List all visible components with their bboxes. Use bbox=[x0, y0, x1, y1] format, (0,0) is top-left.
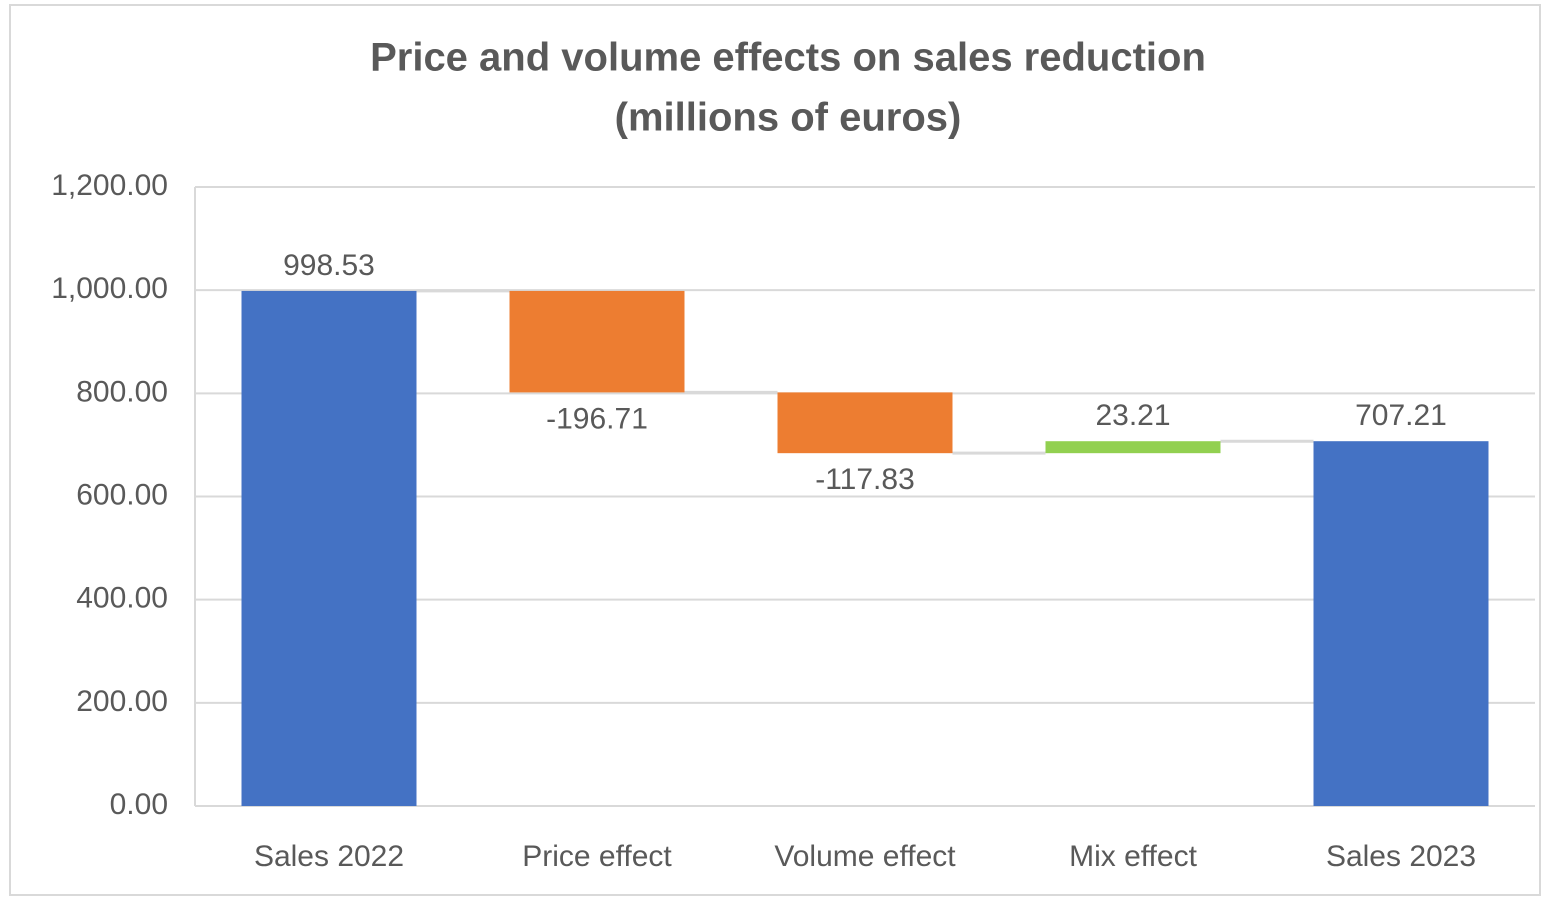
data-label: -117.83 bbox=[815, 463, 915, 496]
data-label: 707.21 bbox=[1355, 399, 1447, 432]
bar bbox=[777, 392, 953, 454]
x-tick-label: Sales 2023 bbox=[1326, 840, 1476, 873]
bar bbox=[1313, 441, 1489, 806]
bar bbox=[241, 290, 417, 806]
y-tick-label: 400.00 bbox=[76, 582, 168, 615]
data-label: -196.71 bbox=[546, 402, 648, 435]
x-tick-label: Mix effect bbox=[1069, 840, 1197, 873]
bar bbox=[509, 290, 685, 393]
y-tick-label: 200.00 bbox=[76, 685, 168, 718]
y-tick-label: 1,200.00 bbox=[51, 169, 168, 202]
chart-subtitle: (millions of euros) bbox=[615, 96, 962, 140]
data-label: 23.21 bbox=[1095, 399, 1170, 432]
x-tick-label: Price effect bbox=[522, 840, 672, 873]
x-tick-label: Volume effect bbox=[774, 840, 956, 873]
chart-title: Price and volume effects on sales reduct… bbox=[370, 36, 1206, 80]
y-tick-label: 0.00 bbox=[110, 788, 168, 821]
x-tick-label: Sales 2022 bbox=[254, 840, 404, 873]
y-tick-label: 600.00 bbox=[76, 478, 168, 511]
y-tick-label: 1,000.00 bbox=[51, 272, 168, 305]
bar bbox=[1045, 441, 1221, 454]
y-tick-label: 800.00 bbox=[76, 375, 168, 408]
data-label: 998.53 bbox=[283, 249, 375, 282]
